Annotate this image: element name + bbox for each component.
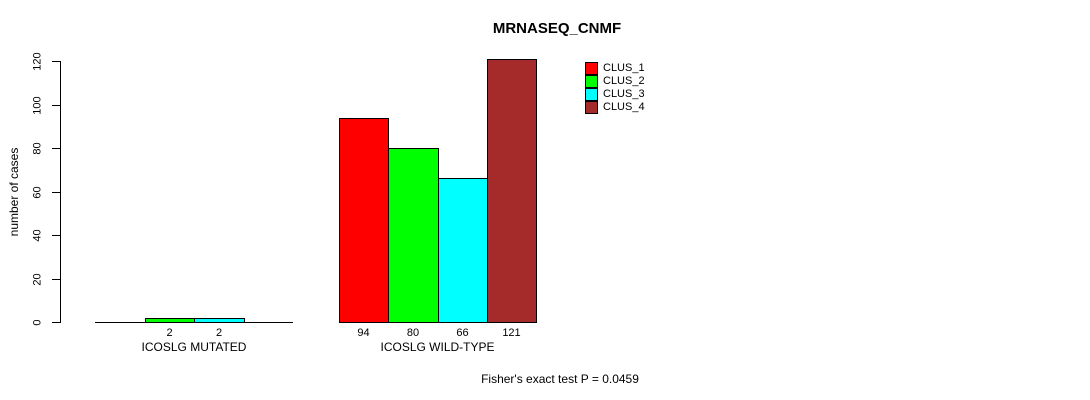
bar-value-label: 80 <box>406 327 420 339</box>
y-tick-mark <box>52 279 61 280</box>
bar-clus_1-wildtype <box>339 118 389 323</box>
legend-swatch-clus3-icon <box>585 88 598 101</box>
y-tick-mark <box>52 105 61 106</box>
y-tick-label: 20 <box>31 273 44 286</box>
y-tick-label: 120 <box>31 52 44 71</box>
bar-value-label: 121 <box>502 327 521 339</box>
legend: CLUS_1 CLUS_2 CLUS_3 CLUS_4 <box>585 62 645 114</box>
legend-item-clus2: CLUS_2 <box>585 75 645 88</box>
bar-clus_3-wildtype <box>438 178 488 323</box>
legend-swatch-clus1-icon <box>585 62 598 75</box>
bar-clus_4-wildtype <box>487 59 537 323</box>
y-tick-label: 40 <box>31 229 44 242</box>
y-axis-label: number of cases <box>7 147 21 237</box>
bar-clus_2-mutated <box>145 318 195 323</box>
y-tick-label: 80 <box>31 142 44 155</box>
bar-value-label: 2 <box>166 327 173 339</box>
legend-label-clus3: CLUS_3 <box>603 88 645 100</box>
y-tick-mark <box>52 192 61 193</box>
legend-item-clus1: CLUS_1 <box>585 62 645 75</box>
legend-label-clus1: CLUS_1 <box>603 62 645 74</box>
y-tick-mark <box>52 148 61 149</box>
y-tick-mark <box>52 235 61 236</box>
group-label-wildtype: ICOSLG WILD-TYPE <box>380 340 495 354</box>
chart-title: MRNASEQ_CNMF <box>492 20 622 37</box>
group-label-mutated: ICOSLG MUTATED <box>141 340 247 354</box>
legend-swatch-clus2-icon <box>585 75 598 88</box>
y-tick-label: 60 <box>31 186 44 199</box>
bar-value-label: 94 <box>357 327 370 339</box>
legend-item-clus4: CLUS_4 <box>585 101 645 114</box>
bar-clus_2-wildtype <box>388 148 439 323</box>
fisher-test-annotation: Fisher's exact test P = 0.0459 <box>481 372 639 386</box>
legend-swatch-clus4-icon <box>585 101 598 114</box>
bar-value-label: 66 <box>456 327 469 339</box>
y-tick-label: 100 <box>31 96 44 115</box>
y-tick-label: 0 <box>31 319 44 326</box>
legend-label-clus2: CLUS_2 <box>603 75 645 87</box>
bar-clus_3-mutated <box>194 318 245 323</box>
legend-label-clus4: CLUS_4 <box>603 101 645 113</box>
y-tick-mark <box>52 61 61 62</box>
y-tick-mark <box>52 322 61 323</box>
legend-item-clus3: CLUS_3 <box>585 88 645 101</box>
bar-value-label: 2 <box>215 327 223 339</box>
